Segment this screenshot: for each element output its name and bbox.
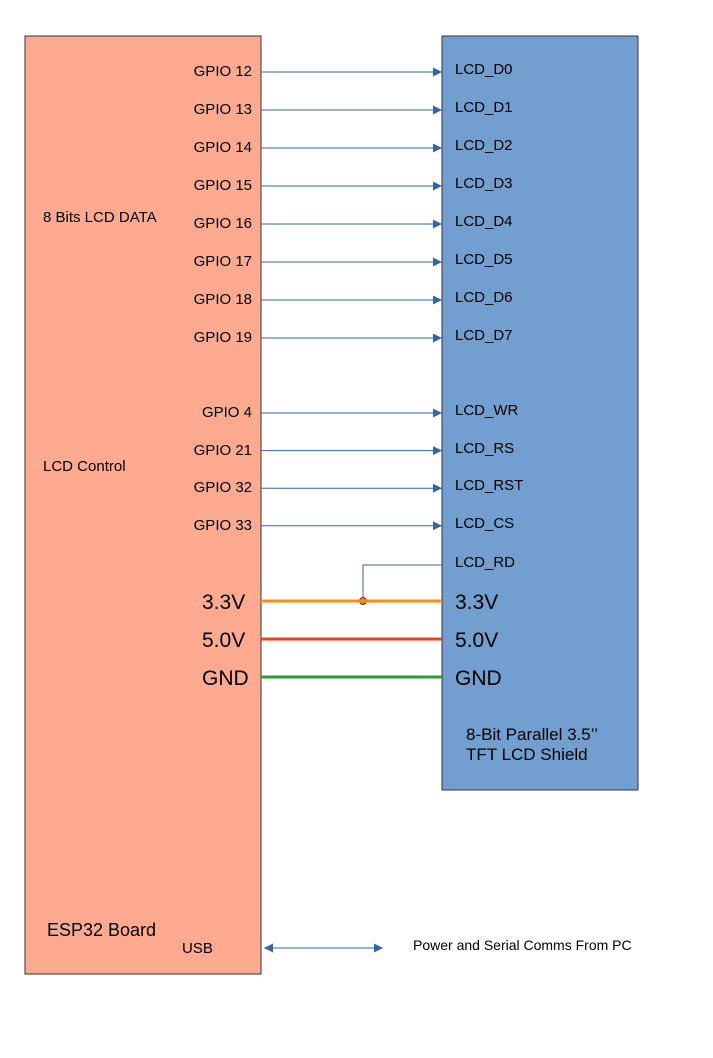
power-label-left-gnd: GND <box>202 667 249 690</box>
esp32-board-block <box>24 35 262 975</box>
lcd-shield-title-line1: 8-Bit Parallel 3.5’’ <box>466 725 598 744</box>
lcd-rd-wire <box>362 564 442 601</box>
lcd-pin-label: LCD_D4 <box>455 213 513 230</box>
lcd-pin-label: LCD_D2 <box>455 137 513 154</box>
gpio-pin-label: GPIO 33 <box>193 516 252 534</box>
power-label-right-3v3: 3.3V <box>455 591 499 614</box>
gpio-pin-label: GPIO 15 <box>193 177 252 194</box>
gpio-pin-label: GPIO 19 <box>193 329 252 346</box>
lcd-pin-label: LCD_D5 <box>455 251 513 268</box>
lcd-pin-label: LCD_D7 <box>455 327 513 344</box>
lcd-pin-label: LCD_D6 <box>455 289 513 306</box>
power-label-left-3v3: 3.3V <box>202 591 246 614</box>
power-label-right-gnd: GND <box>455 667 502 690</box>
lcd-shield-block <box>441 35 639 791</box>
lcd-pin-label: LCD_RST <box>455 477 524 495</box>
gpio-pin-label: GPIO 4 <box>201 404 252 421</box>
usb-link-label: Power and Serial Comms From PC <box>413 937 632 953</box>
gpio-pin-label: GPIO 17 <box>193 253 252 270</box>
group-label-control: LCD Control <box>43 458 126 475</box>
gpio-pin-label: GPIO 21 <box>193 441 252 459</box>
lcd-pin-label: LCD_D0 <box>455 61 513 78</box>
esp32-board-title: ESP32 Board <box>47 920 157 940</box>
lcd-pin-label: LCD_D1 <box>455 99 513 116</box>
lcd-pin-label: LCD_D3 <box>455 175 513 192</box>
lcd-pin-label: LCD_CS <box>455 514 515 532</box>
gpio-pin-label: GPIO 14 <box>193 139 252 156</box>
lcd-pin-label: LCD_RS <box>455 439 515 457</box>
power-label-left-5v0: 5.0V <box>202 629 246 652</box>
gpio-pin-label: GPIO 12 <box>193 63 252 80</box>
lcd-rd-pin-label: LCD_RD <box>455 554 516 571</box>
gpio-pin-label: GPIO 32 <box>193 479 252 497</box>
power-label-right-5v0: 5.0V <box>455 629 499 652</box>
gpio-pin-label: GPIO 18 <box>193 291 252 308</box>
group-label-data: 8 Bits LCD DATA <box>43 209 157 226</box>
lcd-pin-label: LCD_WR <box>455 402 519 419</box>
gpio-pin-label: GPIO 16 <box>193 215 252 232</box>
lcd-shield-title-line2: TFT LCD Shield <box>466 745 588 764</box>
usb-label: USB <box>182 940 213 957</box>
gpio-pin-label: GPIO 13 <box>193 101 252 118</box>
